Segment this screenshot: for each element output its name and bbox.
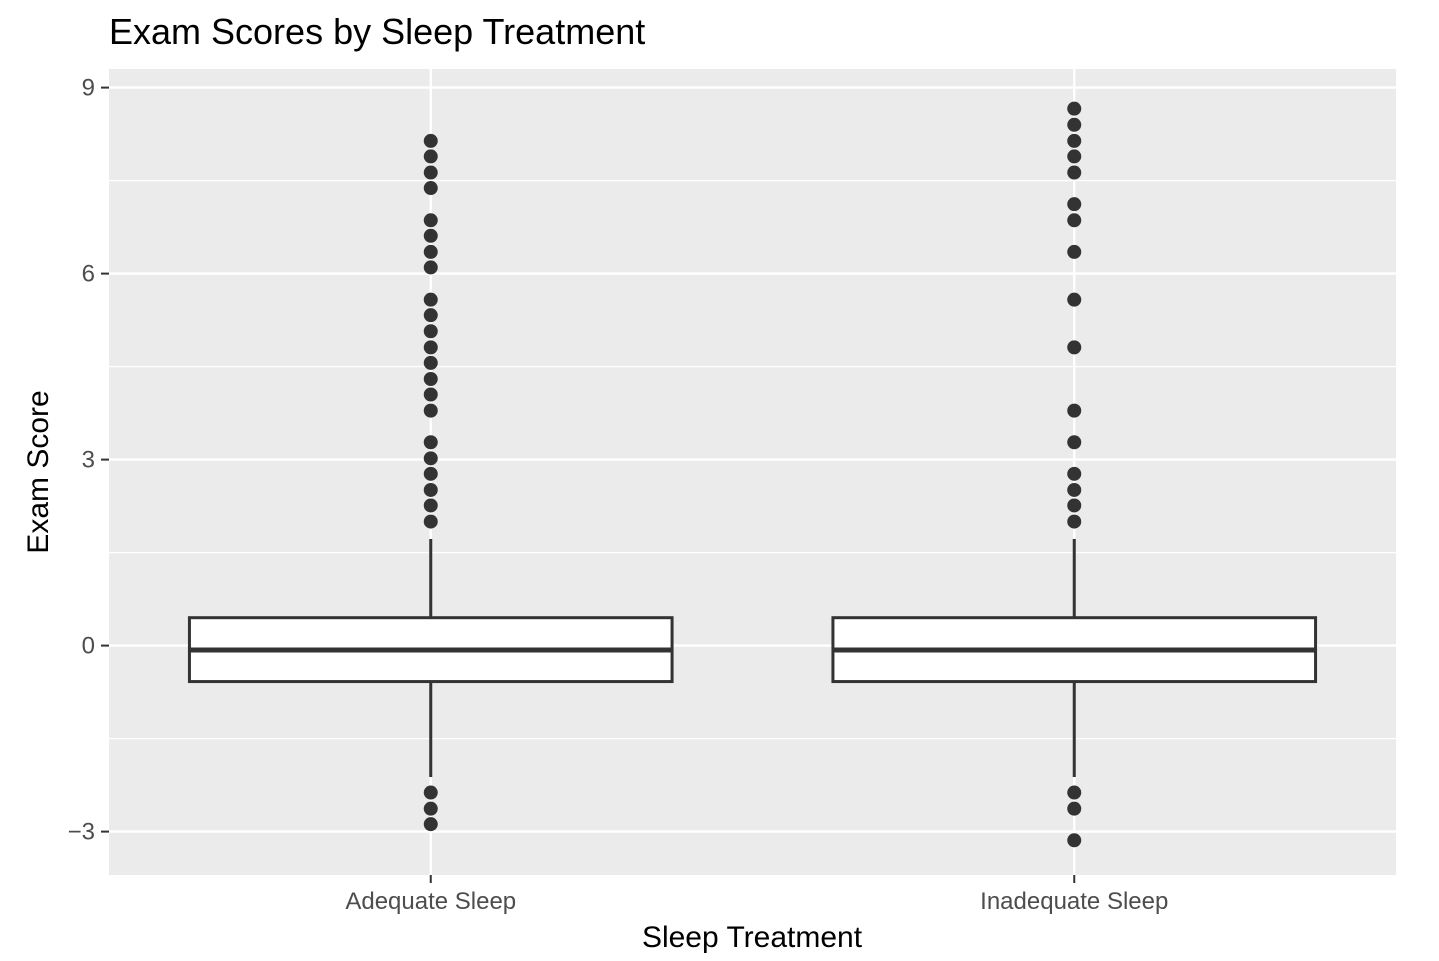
outlier-point [1067,514,1082,529]
outlier-point [423,435,438,450]
outlier-point [423,165,438,180]
outlier-point [1067,213,1082,228]
outlier-point [423,308,438,323]
outlier-point [1067,101,1082,116]
y-tick-label: 9 [82,75,95,102]
outlier-point [423,292,438,307]
chart-title: Exam Scores by Sleep Treatment [109,11,645,52]
x-axis: Adequate Sleep Inadequate Sleep [345,875,1168,915]
outlier-point [423,355,438,370]
outlier-point [1067,435,1082,450]
outlier-point [423,149,438,164]
box-group [831,101,1318,848]
outlier-point [423,482,438,497]
outlier-point [423,801,438,816]
outlier-point [1067,197,1082,212]
outlier-point [423,817,438,832]
outlier-point [423,340,438,355]
x-axis-title: Sleep Treatment [642,921,863,954]
outlier-point [1067,785,1082,800]
box-group [187,133,674,832]
boxes [187,101,1318,848]
outlier-point [423,403,438,418]
outlier-point [423,372,438,386]
y-axis: −3 0 3 6 9 [68,75,109,846]
outlier-point [1067,482,1082,497]
plot-panel [109,69,1396,875]
outlier-point [1067,801,1082,816]
outlier-point [423,181,438,196]
outlier-point [1067,133,1082,148]
outlier-point [1067,340,1082,355]
outlier-point [1067,833,1082,848]
outlier-point [1067,244,1082,259]
outlier-point [1067,117,1082,132]
outlier-point [423,451,438,466]
outlier-point [1067,292,1082,307]
outlier-point [423,244,438,259]
outlier-point [423,514,438,529]
x-tick-label: Adequate Sleep [345,888,516,915]
outlier-point [1067,498,1082,513]
outlier-point [423,133,438,148]
outlier-point [423,785,438,800]
y-tick-label: 6 [82,261,95,288]
x-tick-label: Inadequate Sleep [980,888,1168,915]
outlier-point [423,466,438,481]
outlier-point [423,260,438,275]
outlier-point [1067,403,1082,418]
outlier-point [1067,466,1082,481]
y-tick-label: −3 [68,819,95,846]
outlier-point [423,228,438,243]
outlier-point [423,498,438,513]
outlier-point [423,324,438,339]
outlier-point [423,213,438,228]
outlier-point [423,387,438,402]
outlier-point [1067,165,1082,180]
grid-minor [109,180,1396,740]
y-tick-label: 0 [82,633,95,660]
y-tick-label: 3 [82,447,95,474]
outlier-point [1067,149,1082,164]
y-axis-title: Exam Score [22,390,55,553]
